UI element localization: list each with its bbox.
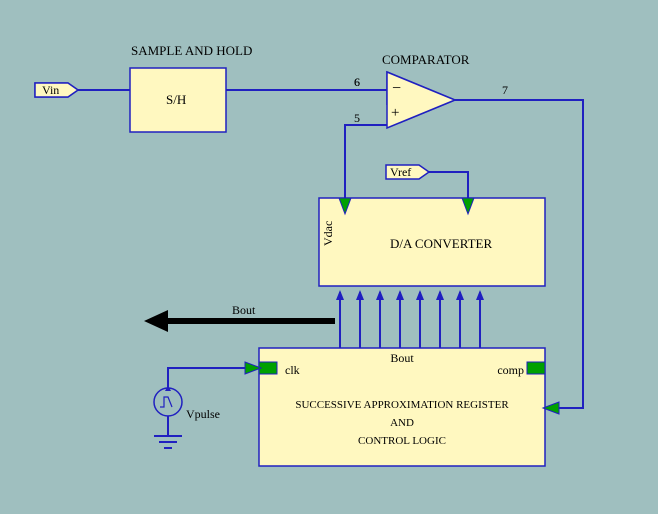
sar-line1: SUCCESSIVE APPROXIMATION REGISTER xyxy=(295,399,509,411)
vpulse-label: Vpulse xyxy=(186,407,220,421)
sar-line3: CONTROL LOGIC xyxy=(358,435,446,447)
sar-comp-port xyxy=(527,362,545,374)
vpulse-source xyxy=(154,388,182,416)
bout-label: Bout xyxy=(232,303,256,317)
plus-redraw: + xyxy=(391,105,399,121)
sar-clk-label: clk xyxy=(285,363,300,377)
vref-port: Vref xyxy=(386,165,429,179)
node5-redraw: 5 xyxy=(354,111,360,125)
dac-label: D/A CONVERTER xyxy=(390,236,492,251)
vdac-label: Vdac xyxy=(321,221,335,246)
pulse-glyph xyxy=(160,397,172,407)
bus-arrowhead xyxy=(416,290,424,300)
bout-arrow-head xyxy=(144,310,168,332)
sar-to-dac-bus xyxy=(336,290,484,348)
bus-arrowhead xyxy=(396,290,404,300)
bus-arrowhead xyxy=(456,290,464,300)
sar-comp-label: comp xyxy=(497,363,524,377)
vref-label: Vref xyxy=(390,165,411,179)
sar-bout-label: Bout xyxy=(390,351,414,365)
vin-port: Vin xyxy=(35,83,78,97)
sample-hold-inner: S/H xyxy=(166,92,186,107)
sample-hold-title: SAMPLE AND HOLD xyxy=(131,43,252,58)
node6-redraw: 6 xyxy=(354,75,360,89)
sar-line2: AND xyxy=(390,417,414,429)
wire-vref-dac xyxy=(429,172,468,198)
bus-arrowhead xyxy=(476,290,484,300)
bus-arrowhead xyxy=(356,290,364,300)
comparator-title: COMPARATOR xyxy=(382,52,470,67)
bus-arrowhead xyxy=(336,290,344,300)
node-7: 7 xyxy=(502,83,508,97)
bus-arrowhead xyxy=(436,290,444,300)
bus-arrowhead xyxy=(376,290,384,300)
vin-label: Vin xyxy=(42,83,59,97)
minus-redraw: − xyxy=(392,80,401,97)
